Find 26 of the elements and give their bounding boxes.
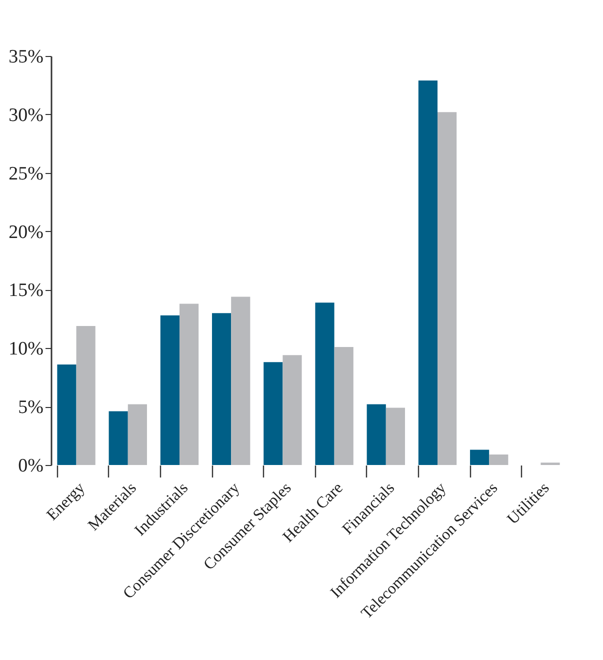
y-tick-label: 20%: [8, 222, 44, 243]
bar: [282, 355, 302, 465]
bar: [57, 364, 76, 465]
bar: [179, 304, 199, 465]
bar: [366, 404, 386, 465]
y-tick-label: 10%: [8, 338, 44, 360]
y-tick-label: 15%: [8, 280, 44, 302]
y-tick-label: 0%: [18, 456, 44, 476]
bar: [489, 454, 508, 465]
bar: [128, 404, 147, 465]
bar: [470, 450, 490, 465]
bar: [334, 346, 354, 465]
y-tick-label: 30%: [8, 104, 44, 126]
bar: [264, 362, 283, 465]
bar: [315, 302, 334, 465]
y-tick-label: 5%: [18, 397, 44, 418]
bar: [212, 313, 232, 465]
y-tick-label: 35%: [8, 46, 44, 68]
bar: [438, 112, 457, 465]
bar: [231, 296, 250, 465]
bar: [160, 315, 180, 465]
y-tick-label: 25%: [8, 163, 44, 184]
bar: [386, 408, 405, 465]
bar: [108, 411, 128, 465]
bar: [418, 80, 438, 465]
bar: [76, 326, 96, 465]
